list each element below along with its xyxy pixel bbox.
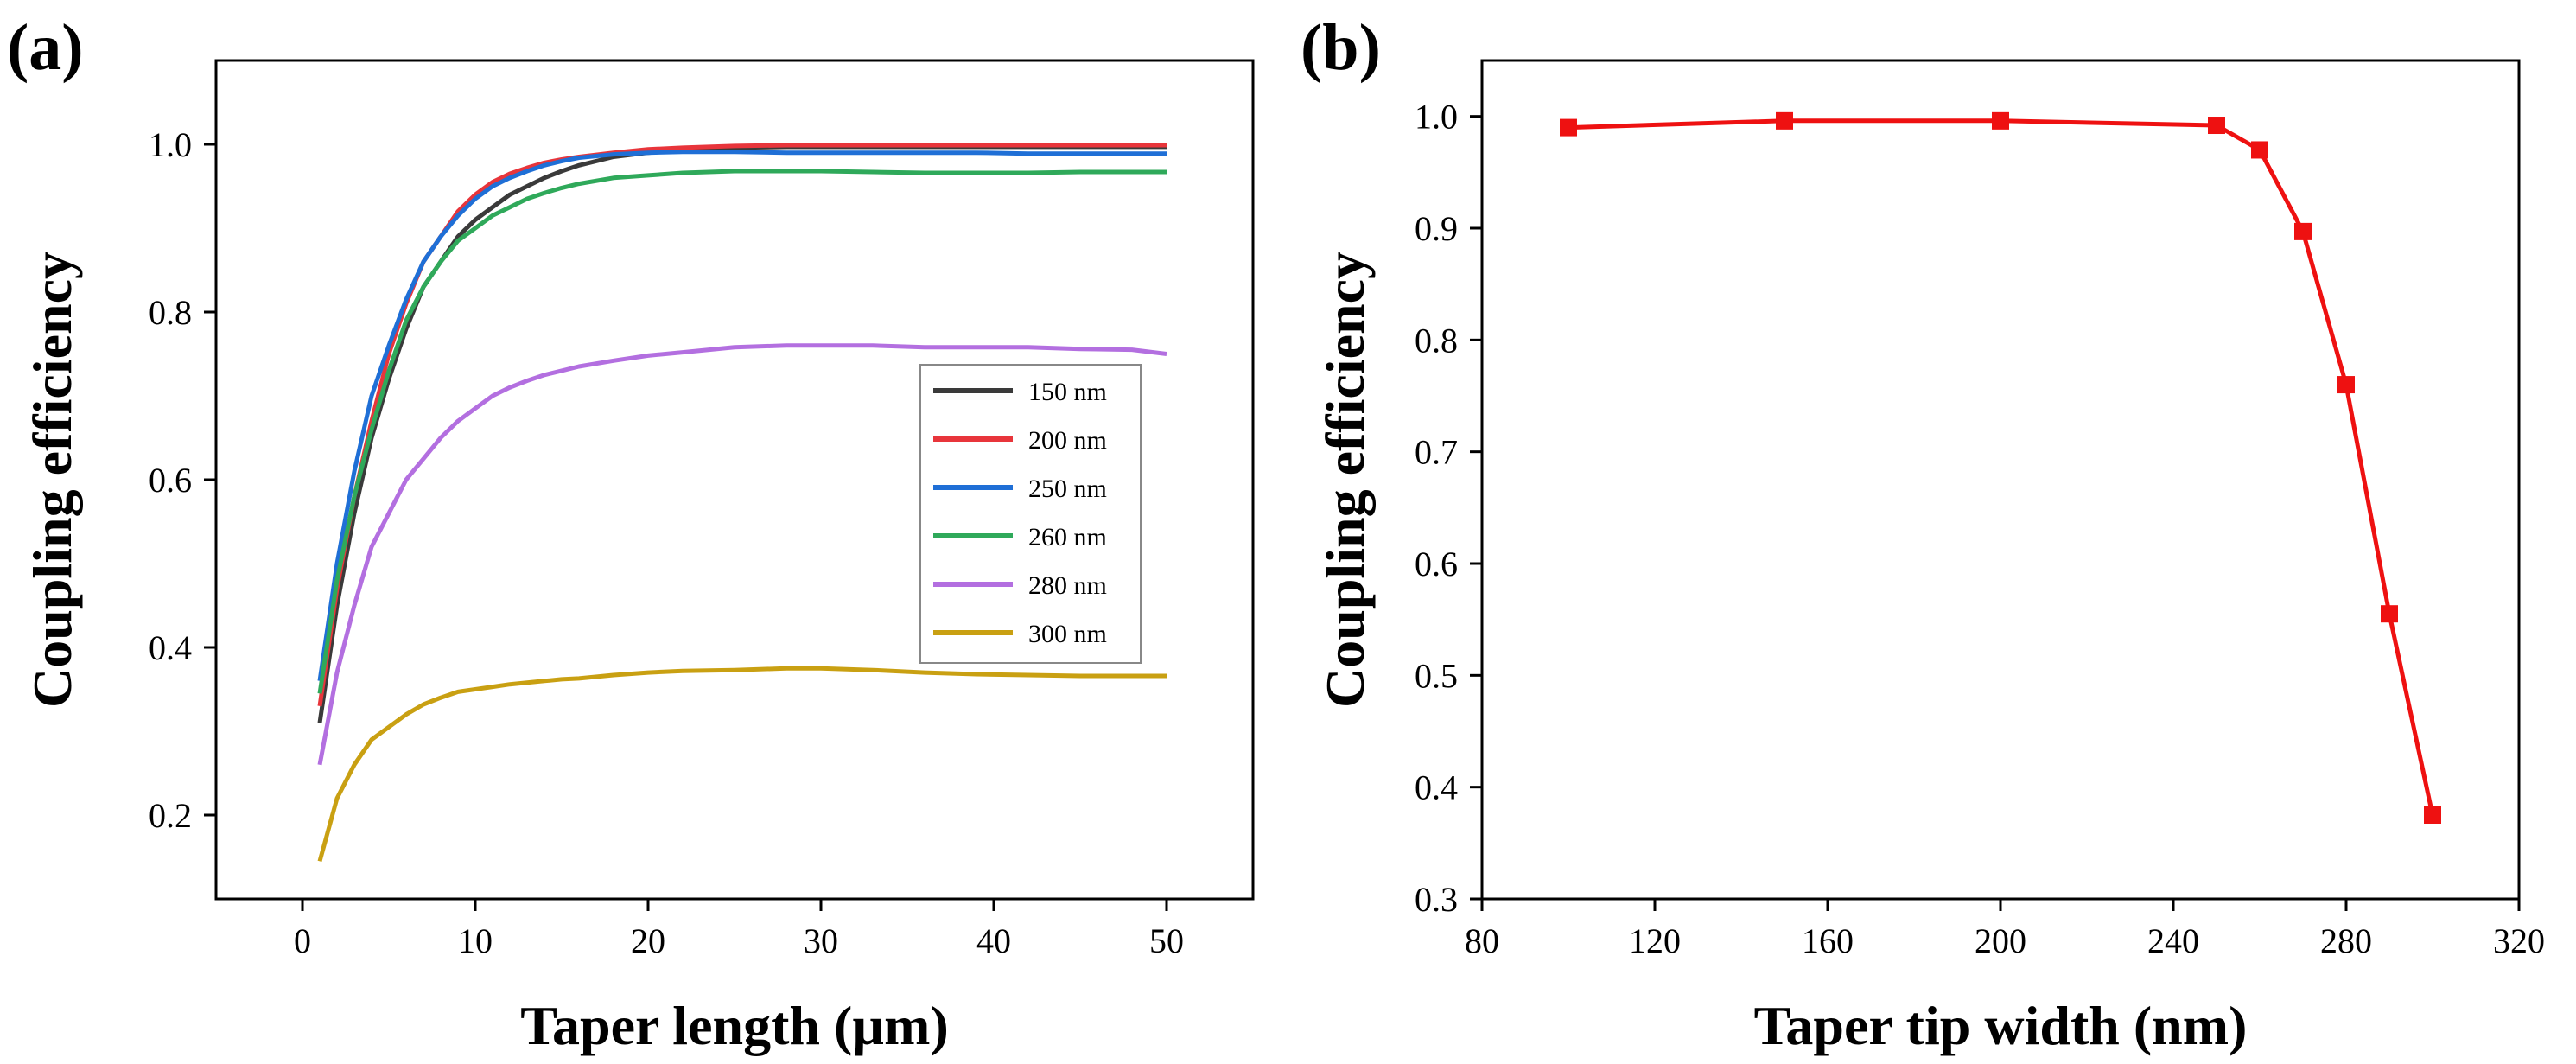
y-tick-label: 0.6 (149, 461, 192, 500)
x-tick-label: 50 (1149, 921, 1184, 960)
x-tick-label: 120 (1629, 921, 1681, 960)
data-point-marker (1560, 118, 1577, 137)
panel-a-legend: 150 nm 200 nm 250 nm 260 nm 280 nm 300 nm (919, 364, 1142, 664)
legend-label: 300 nm (1028, 620, 1107, 648)
x-tick-label: 0 (294, 921, 311, 960)
y-tick-label: 0.6 (1415, 545, 1458, 583)
data-point-marker (2381, 605, 2398, 623)
data-point-marker (2337, 376, 2355, 394)
x-tick-label: 40 (976, 921, 1011, 960)
data-point-marker (1776, 111, 1793, 130)
y-tick-label: 0.8 (1415, 321, 1458, 360)
series-line-260-nm (317, 169, 1167, 694)
y-tick-label: 1.0 (149, 125, 192, 164)
y-tick-label: 0.3 (1415, 880, 1458, 919)
data-point-marker (2294, 222, 2312, 240)
x-tick-label: 30 (804, 921, 838, 960)
data-point-marker (2251, 141, 2268, 159)
legend-label: 280 nm (1028, 571, 1107, 600)
panel-a-label: (a) (7, 11, 84, 84)
x-tick-label: 20 (631, 921, 665, 960)
legend-label: 260 nm (1028, 523, 1107, 551)
legend-label: 150 nm (1028, 378, 1107, 406)
x-tick-label: 10 (458, 921, 493, 960)
x-tick-label: 200 (1975, 921, 2026, 960)
panel-b-chart: (b) 80 120 160 200 240 280 320 0.3 0.4 0.5 0.6 0.7 0… (1301, 11, 2545, 1056)
data-point-marker (2208, 117, 2225, 135)
y-tick-label: 0.4 (1415, 768, 1458, 807)
panel-a-chart: (a) 0 10 20 30 40 50 0.2 0.4 0.6 0.8 1.0 Taper len… (7, 11, 1255, 1056)
panel-b-label: (b) (1301, 11, 1381, 84)
y-tick-label: 0.2 (149, 796, 192, 835)
legend-label: 250 nm (1028, 475, 1107, 503)
y-tick-label: 0.4 (149, 628, 192, 667)
panel-a-x-axis-title: Taper length (µm) (520, 995, 949, 1056)
x-tick-label: 80 (1465, 921, 1499, 960)
x-tick-label: 280 (2320, 921, 2372, 960)
panel-b-y-axis-title: Coupling efficiency (1314, 252, 1376, 708)
series-line-250-nm (317, 150, 1167, 682)
series-line-300-nm (317, 666, 1167, 863)
y-tick-label: 0.5 (1415, 656, 1458, 695)
x-tick-label: 320 (2493, 921, 2545, 960)
y-tick-label: 0.9 (1415, 209, 1458, 248)
series-line-280-nm (317, 343, 1167, 766)
data-point-marker (1992, 111, 2009, 130)
y-tick-label: 0.8 (149, 293, 192, 332)
legend-label: 200 nm (1028, 426, 1107, 455)
legend-box (919, 364, 1142, 664)
x-tick-label: 160 (1802, 921, 1854, 960)
x-tick-label: 240 (2147, 921, 2199, 960)
data-point-marker (2424, 806, 2441, 824)
y-tick-label: 0.7 (1415, 433, 1458, 472)
y-tick-label: 1.0 (1415, 98, 1458, 137)
panel-a-y-axis-title: Coupling efficiency (22, 252, 83, 708)
panel-b-x-axis-title: Taper tip width (nm) (1754, 995, 2248, 1056)
